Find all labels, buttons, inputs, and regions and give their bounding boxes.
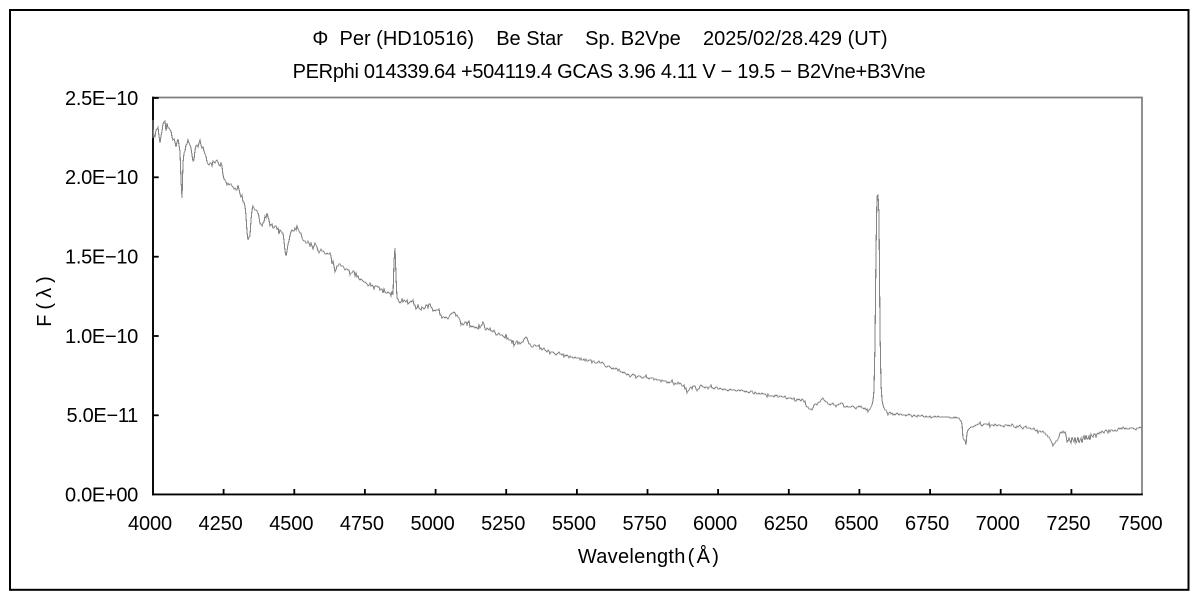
svg-text:0.0E+00: 0.0E+00 bbox=[65, 484, 138, 506]
svg-text:5.0E−11: 5.0E−11 bbox=[67, 405, 139, 427]
svg-text:Φ Per (HD10516) Be Star: Φ Per (HD10516) Be Star Sp. B2Vpe 2025/0… bbox=[312, 28, 887, 50]
svg-text:5750: 5750 bbox=[622, 513, 666, 535]
svg-text:4250: 4250 bbox=[199, 513, 243, 535]
svg-text:6750: 6750 bbox=[905, 513, 949, 535]
svg-text:4750: 4750 bbox=[340, 513, 384, 535]
svg-text:2.5E−10: 2.5E−10 bbox=[65, 88, 138, 110]
svg-text:1.0E−10: 1.0E−10 bbox=[65, 326, 138, 348]
svg-text:7000: 7000 bbox=[976, 513, 1020, 535]
svg-text:PERphi 014339.64 +504119.4 GCA: PERphi 014339.64 +504119.4 GCAS 3.96 4.1… bbox=[293, 61, 926, 83]
svg-text:5500: 5500 bbox=[552, 513, 596, 535]
svg-text:4500: 4500 bbox=[269, 513, 313, 535]
svg-text:2.0E−10: 2.0E−10 bbox=[65, 167, 138, 189]
svg-text:7250: 7250 bbox=[1046, 513, 1090, 535]
svg-text:F(λ): F(λ) bbox=[34, 271, 56, 327]
svg-text:6500: 6500 bbox=[834, 513, 878, 535]
svg-text:4000: 4000 bbox=[128, 513, 172, 535]
svg-text:5250: 5250 bbox=[481, 513, 525, 535]
svg-text:1.5E−10: 1.5E−10 bbox=[65, 247, 138, 269]
svg-text:7500: 7500 bbox=[1118, 513, 1162, 535]
svg-text:6250: 6250 bbox=[764, 513, 808, 535]
svg-text:6000: 6000 bbox=[693, 513, 737, 535]
svg-text:5000: 5000 bbox=[411, 513, 455, 535]
svg-text:Wavelength ( Å ): Wavelength ( Å ) bbox=[578, 545, 719, 568]
